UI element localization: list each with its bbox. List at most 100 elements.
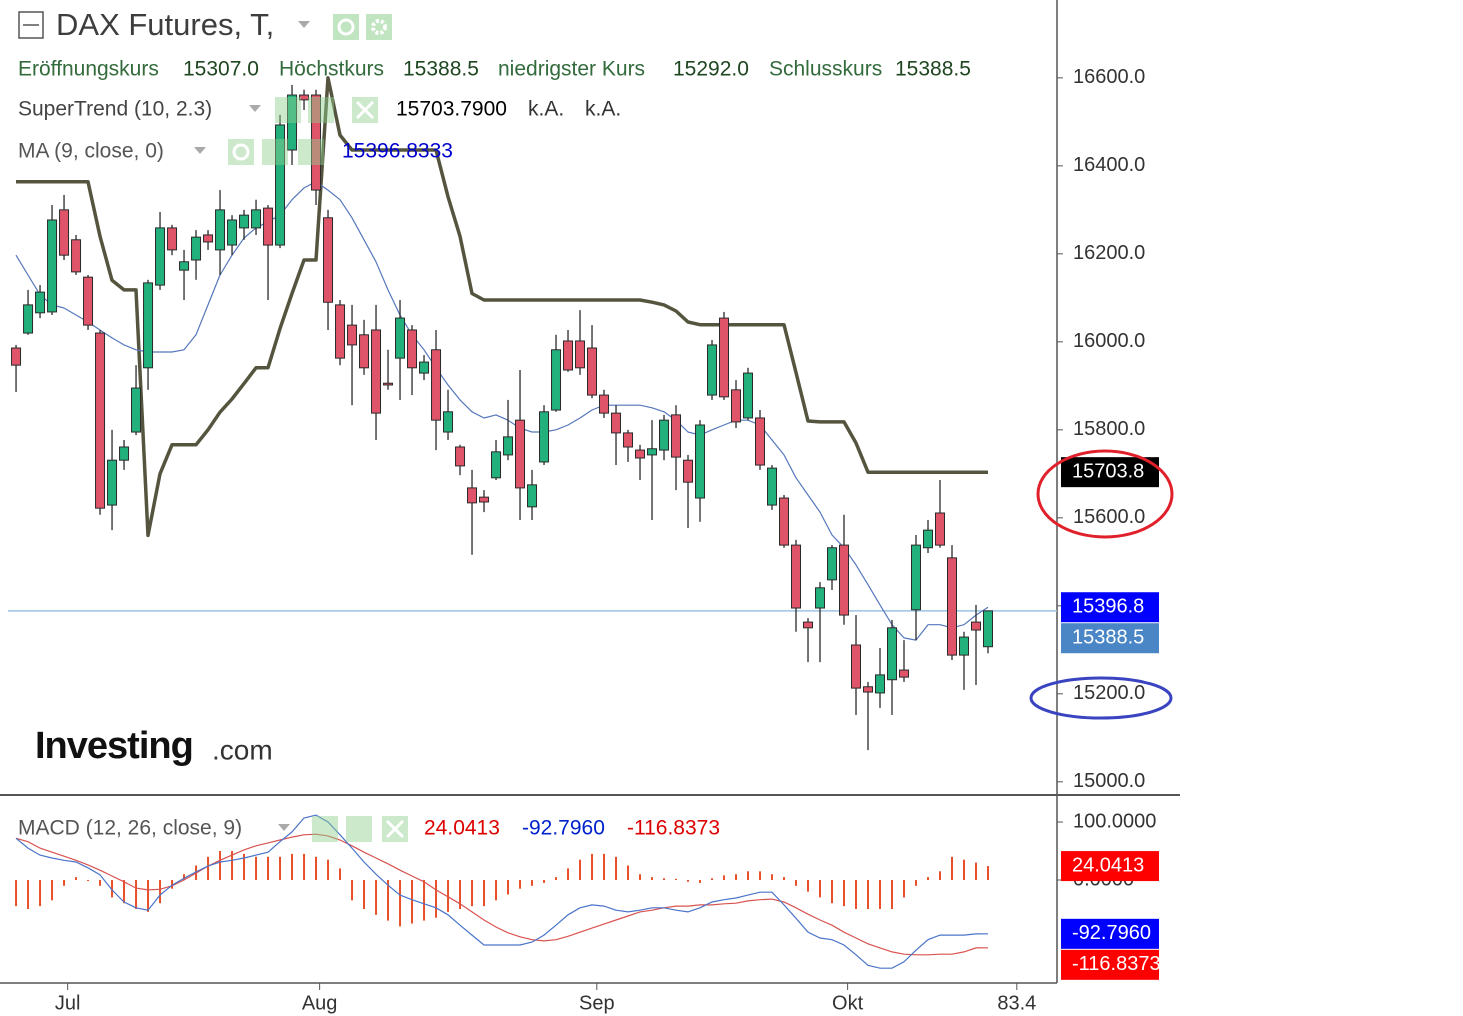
candle-body xyxy=(707,344,718,396)
y-tick-label: 15200.0 xyxy=(1073,682,1145,704)
dropdown[interactable] xyxy=(249,105,261,112)
y-tick-label: 16400.0 xyxy=(1073,154,1145,176)
candle-body xyxy=(239,214,250,229)
price-badge xyxy=(1061,918,1159,949)
histogram-bar xyxy=(183,874,186,881)
histogram-bar xyxy=(843,880,846,907)
logo: Investing xyxy=(35,725,193,767)
histogram-bar xyxy=(75,877,78,881)
histogram-bar xyxy=(987,866,990,881)
indicator-name: SuperTrend (10, 2.3) xyxy=(18,98,212,121)
histogram-bar xyxy=(351,880,354,901)
candle-body xyxy=(47,219,58,313)
legend-icons[interactable] xyxy=(228,139,324,165)
y-tick-label: 16200.0 xyxy=(1073,242,1145,264)
histogram-bar xyxy=(867,880,870,910)
candle-body xyxy=(107,459,118,506)
legend-label: Schlusskurs xyxy=(769,58,882,81)
legend-value: 15388.5 xyxy=(403,58,479,81)
histogram-bar xyxy=(915,880,918,886)
histogram-bar xyxy=(255,856,258,881)
dropdown[interactable] xyxy=(278,824,290,831)
indicator-line xyxy=(15,181,989,641)
candle-body xyxy=(695,424,706,499)
histogram-bar xyxy=(291,853,294,881)
legend-value: 15388.5 xyxy=(895,58,971,81)
candle-body xyxy=(383,382,394,386)
legend-icons[interactable] xyxy=(333,14,392,40)
candle-body xyxy=(983,610,994,648)
candle-body xyxy=(575,340,586,369)
candle-body xyxy=(539,411,550,463)
macd-line xyxy=(15,814,989,969)
legend-icons[interactable] xyxy=(312,816,408,842)
histogram-bar xyxy=(15,880,18,907)
histogram-bar xyxy=(219,851,222,881)
price-badge xyxy=(1061,457,1159,488)
candle-body xyxy=(395,317,406,359)
histogram-bar xyxy=(147,880,150,912)
candle-body xyxy=(515,419,526,489)
histogram-bar xyxy=(555,877,558,881)
candle-body xyxy=(947,557,958,656)
histogram-bar xyxy=(579,859,582,881)
histogram-bar xyxy=(735,874,738,881)
price-badge xyxy=(1061,949,1159,980)
indicator-value: -116.8373 xyxy=(627,817,720,840)
histogram-bar xyxy=(51,880,54,901)
histogram-bar xyxy=(531,880,534,886)
histogram-bar xyxy=(411,880,414,924)
histogram-bar xyxy=(363,880,366,910)
candle-body xyxy=(743,372,754,419)
candle-body xyxy=(647,448,658,456)
dropdown[interactable] xyxy=(298,21,310,28)
histogram-bar xyxy=(855,880,858,910)
candle-body xyxy=(923,529,934,549)
signal-line xyxy=(15,833,989,956)
histogram-bar xyxy=(315,856,318,881)
indicator-value: 15396.8333 xyxy=(342,140,453,163)
price-badge-label: -92.7960 xyxy=(1072,922,1151,944)
histogram-bar xyxy=(831,880,834,904)
histogram-bar xyxy=(375,880,378,915)
candle-body xyxy=(263,207,274,246)
candle-body xyxy=(431,349,442,421)
candle-body xyxy=(35,291,46,314)
histogram-bar xyxy=(783,877,786,881)
candle-body xyxy=(935,512,946,546)
indicator-value: -92.7960 xyxy=(522,817,605,840)
candle-body xyxy=(899,669,910,678)
indicator-value: 24.0413 xyxy=(424,817,500,840)
candle-body xyxy=(719,317,730,398)
candle-body xyxy=(83,276,94,326)
collapse-icon[interactable] xyxy=(18,11,44,39)
dropdown[interactable] xyxy=(194,147,206,154)
legend-icons[interactable] xyxy=(275,97,378,123)
candle-body xyxy=(659,419,670,451)
histogram-bar xyxy=(507,880,510,895)
histogram-bar xyxy=(699,880,702,883)
legend-value: 15292.0 xyxy=(673,58,749,81)
badges: 15703.8 15396.8 15388.5 24.0413 -92.7960 -116… xyxy=(1061,457,1161,980)
histogram-bar xyxy=(939,871,942,881)
candle-body xyxy=(683,459,694,483)
histogram-bar xyxy=(171,880,174,889)
legend-label: Höchstkurs xyxy=(279,58,384,81)
y-tick-label: 16000.0 xyxy=(1073,330,1145,352)
candle-body xyxy=(671,414,682,458)
candle-body xyxy=(227,219,238,246)
histogram-bar xyxy=(243,853,246,881)
y-tick-label: 15000.0 xyxy=(1073,770,1145,792)
histogram-bar xyxy=(807,880,810,892)
candle-body xyxy=(959,636,970,656)
histogram-bar xyxy=(495,880,498,901)
histogram-bar xyxy=(795,880,798,886)
candle-body xyxy=(95,332,106,509)
candle-body xyxy=(119,446,130,461)
histogram-bar xyxy=(471,880,474,907)
price-badge xyxy=(1061,623,1159,654)
histogram-bar xyxy=(435,880,438,918)
candle-body xyxy=(551,349,562,411)
histogram-bar xyxy=(423,880,426,921)
